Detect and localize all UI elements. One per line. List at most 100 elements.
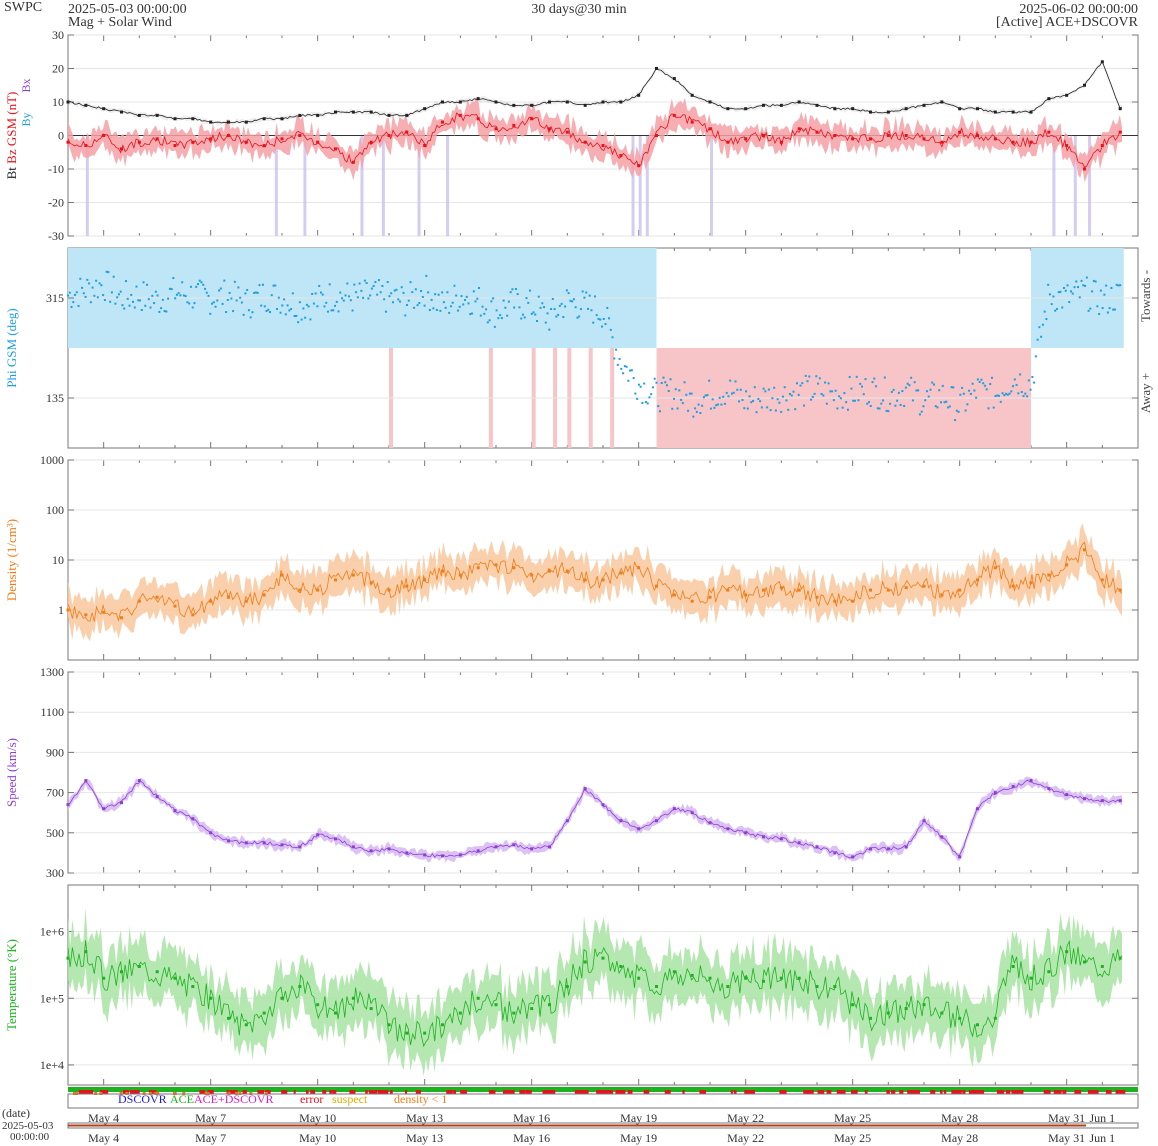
mag-point — [993, 110, 997, 114]
density-point — [298, 588, 302, 592]
phi-point — [274, 284, 277, 287]
speed-point — [476, 849, 480, 853]
status-error-mark — [940, 1090, 943, 1094]
phi-point — [553, 308, 556, 311]
phi-point — [96, 296, 99, 299]
phi-point — [393, 289, 396, 292]
mag-point — [102, 134, 106, 137]
speed-line-speed — [67, 779, 1123, 859]
temperature-point — [84, 950, 88, 954]
phi-point — [641, 401, 644, 404]
phi-point — [276, 308, 279, 311]
density-point — [779, 586, 783, 590]
phi-point — [279, 311, 282, 314]
phi-point — [1013, 378, 1016, 381]
phi-point — [400, 286, 403, 289]
phi-point — [825, 402, 828, 405]
date-axis-label: May 13 — [406, 1131, 443, 1145]
density-point — [637, 566, 641, 570]
phi-point — [172, 277, 175, 280]
speed-point — [262, 841, 266, 845]
temperature-point — [423, 1031, 427, 1035]
mag-point — [137, 113, 141, 117]
phi-point — [1029, 388, 1032, 391]
phi-point — [318, 284, 321, 287]
phi-point — [444, 306, 447, 309]
phi-point — [451, 301, 454, 304]
org-label: SWPC — [4, 0, 43, 15]
phi-ytick-label: 135 — [46, 391, 64, 405]
phi-point — [593, 295, 596, 298]
mag-point — [387, 113, 391, 117]
phi-point — [548, 328, 551, 331]
temperature-point — [565, 985, 569, 989]
phi-point — [98, 282, 101, 285]
status-error-mark — [817, 1090, 821, 1094]
phi-point — [595, 314, 598, 317]
mag-point — [619, 100, 623, 104]
mag-point — [708, 100, 712, 104]
phi-point — [941, 384, 944, 387]
phi-point — [1061, 306, 1064, 309]
phi-point — [853, 399, 856, 402]
phi-point — [521, 313, 524, 316]
phi-point — [267, 308, 270, 311]
phi-point — [739, 388, 742, 391]
phi-point — [904, 386, 907, 389]
phi-point — [866, 402, 869, 405]
phi-point — [225, 311, 228, 314]
phi-point — [604, 323, 607, 326]
phi-point — [188, 302, 191, 305]
phi-point — [439, 309, 442, 312]
density-point — [423, 578, 427, 582]
status-error-mark — [1053, 1090, 1060, 1094]
speed-ytick-label: 1100 — [40, 705, 64, 719]
phi-point — [667, 389, 670, 392]
mag-point — [1083, 83, 1086, 87]
phi-point — [787, 408, 790, 411]
phi-point — [583, 296, 586, 299]
phi-point — [174, 297, 177, 300]
phi-point — [648, 396, 651, 399]
speed-point — [173, 809, 177, 813]
phi-point — [149, 306, 152, 309]
phi-point — [550, 308, 553, 311]
phi-point — [1019, 373, 1022, 376]
phi-point — [627, 379, 630, 382]
mag-neg-span — [85, 135, 89, 236]
date-axis-label: May 31 — [1048, 1111, 1085, 1125]
phi-point — [922, 405, 925, 408]
phi-point — [349, 299, 352, 302]
speed-point — [441, 854, 444, 858]
mag-neg-span — [274, 135, 278, 236]
phi-point — [730, 392, 733, 395]
phi-point — [880, 402, 883, 405]
phi-point — [363, 279, 366, 282]
speed-point — [548, 845, 551, 849]
mag-point — [1118, 130, 1122, 134]
phi-point — [975, 396, 978, 399]
phi-point — [736, 388, 739, 391]
temperature-point — [1083, 960, 1086, 964]
temperature-point — [494, 1003, 498, 1007]
phi-point — [966, 403, 969, 406]
phi-point — [932, 383, 935, 386]
mag-point — [476, 117, 480, 121]
phi-point — [1091, 290, 1094, 293]
phi-point — [304, 316, 307, 319]
phi-point — [353, 283, 356, 286]
phi-point — [954, 419, 957, 422]
status-error-mark — [1057, 1090, 1062, 1094]
status-error-mark — [519, 1090, 526, 1094]
phi-point — [239, 296, 242, 299]
phi-point — [1006, 393, 1009, 396]
phi-point — [848, 375, 851, 378]
phi-point — [1066, 284, 1069, 287]
density-point — [458, 573, 462, 577]
density-point — [351, 573, 355, 577]
phi-point — [488, 319, 491, 322]
mag-point — [1100, 144, 1104, 148]
phi-point — [240, 301, 243, 304]
status-error-mark — [973, 1090, 977, 1094]
status-error-mark — [104, 1090, 109, 1094]
